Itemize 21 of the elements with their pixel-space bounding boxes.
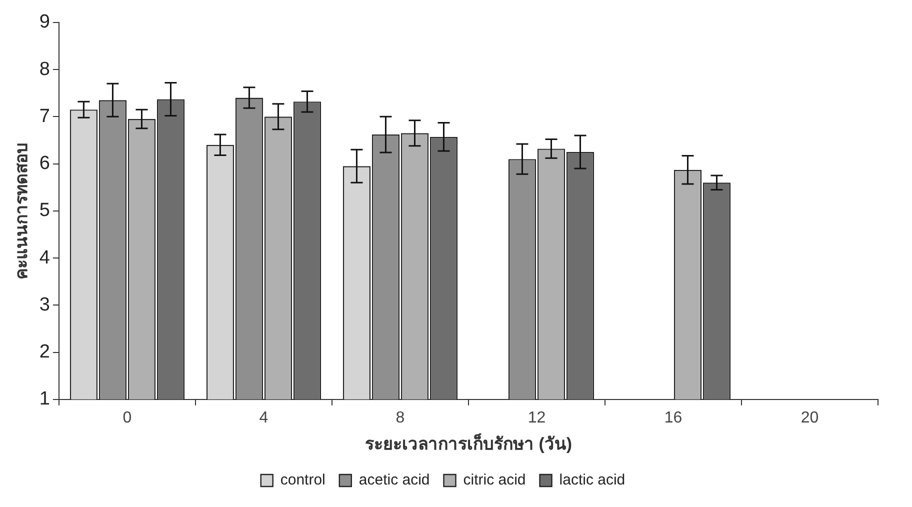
x-tick-label: 12: [528, 409, 546, 426]
y-tick-label: 5: [39, 200, 50, 222]
y-tick-label: 6: [39, 153, 50, 174]
legend-label: control: [280, 472, 326, 489]
legend-label: lactic acid: [559, 472, 626, 489]
y-axis-title: คะแนนการทดสอบ: [12, 142, 31, 280]
y-tick-label: 2: [39, 342, 50, 363]
legend-label: acetic acid: [358, 472, 430, 489]
y-tick-label: 9: [39, 12, 50, 33]
x-tick-label: 4: [259, 409, 268, 426]
legend-label: citric acid: [463, 472, 526, 489]
x-axis-title: ระยะเวลาการเก็บรักษา (วัน): [364, 431, 572, 454]
x-tick-label: 20: [800, 409, 819, 426]
y-tick-label: 4: [39, 247, 50, 268]
x-tick-label: 16: [664, 409, 682, 426]
y-tick-label: 3: [39, 294, 50, 316]
x-tick-label: 8: [396, 409, 405, 426]
x-tick-label: 0: [122, 409, 132, 426]
y-tick-label: 1: [39, 388, 50, 410]
y-tick-label: 8: [39, 58, 50, 80]
y-tick-label: 7: [39, 106, 50, 127]
